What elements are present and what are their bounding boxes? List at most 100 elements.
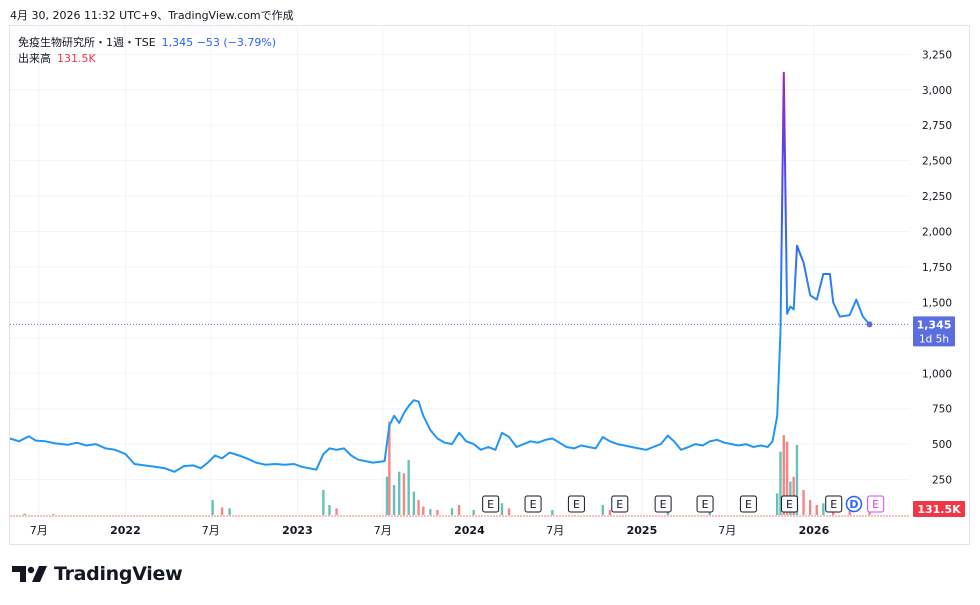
volume-bar [429, 509, 432, 515]
x-tick-label: 7月 [546, 524, 564, 537]
volume-badge-value: 131.5K [917, 503, 961, 516]
volume-bar [385, 476, 389, 515]
x-tick-label: 7月 [374, 524, 392, 537]
last-price-dot [866, 321, 873, 328]
earnings-marker-label: E [702, 498, 709, 511]
earnings-marker [611, 495, 629, 513]
tradingview-logo[interactable]: TradingView [12, 563, 183, 585]
y-tick-label: 2,250 [922, 191, 952, 203]
x-tick-label: 2025 [627, 524, 658, 537]
earnings-marker-label: E [872, 498, 879, 511]
earnings-marker [780, 495, 798, 513]
earnings-marker [825, 495, 843, 513]
earnings-marker-label: E [745, 498, 752, 511]
x-tick-label: 7月 [718, 524, 736, 537]
chart-timestamp: 4月 30, 2026 11:32 UTC+9、TradingView.comで… [10, 9, 294, 22]
earnings-marker-label: E [830, 498, 837, 511]
y-tick-label: 2,500 [922, 156, 952, 168]
volume-bar [407, 460, 410, 515]
y-tick-label: 3,250 [922, 49, 952, 61]
volume-bar [608, 510, 612, 515]
tradingview-logo-icon [12, 566, 47, 582]
volume-bar [782, 435, 785, 515]
tradingview-brand-name: TradingView [54, 563, 183, 585]
volume-bar [417, 500, 420, 515]
volume-bar [457, 505, 461, 515]
earnings-marker [867, 495, 885, 513]
volume-badge [913, 501, 965, 517]
volume-bar [815, 505, 818, 515]
legend-volume-label[interactable]: 出来高 [18, 52, 51, 65]
x-tick-label: 2026 [799, 524, 830, 537]
volume-bar [23, 513, 26, 515]
volume-bar [472, 510, 475, 515]
volume-bar [436, 510, 439, 515]
volume-bar [507, 508, 511, 515]
earnings-marker-label: E [786, 498, 793, 511]
earnings-marker-label: E [573, 498, 580, 511]
volume-bar [601, 505, 605, 515]
earnings-marker [654, 495, 672, 513]
volume-bar [822, 503, 825, 515]
volume-bar [52, 514, 55, 515]
earnings-marker [524, 495, 542, 513]
dividend-marker [845, 495, 863, 513]
volume-bar [211, 500, 214, 515]
y-tick-label: 500 [932, 439, 952, 451]
chart-frame [9, 25, 970, 545]
y-tick-label: 1,500 [922, 297, 952, 309]
y-tick-label: 1,750 [922, 262, 952, 274]
earnings-marker [482, 495, 500, 513]
legend-price-change: 1,345 −53 (−3.79%) [161, 36, 277, 49]
earnings-marker-label: E [487, 498, 494, 511]
y-tick-label: 3,000 [922, 85, 952, 97]
x-tick-label: 2024 [454, 524, 485, 537]
volume-bar [775, 493, 779, 515]
legend-volume-row: 出来高 131.5K [18, 51, 276, 67]
volume-bar [402, 473, 406, 515]
volume-bar [785, 441, 789, 515]
volume-bar [802, 490, 805, 515]
dividend-marker-label: D [849, 498, 858, 511]
price-badge-countdown: 1d 5h [919, 333, 949, 345]
earnings-marker-label: E [616, 498, 623, 511]
volume-bar [392, 485, 396, 515]
volume-bar [398, 471, 401, 515]
volume-bar [412, 491, 416, 515]
earnings-marker [696, 495, 714, 513]
volume-bar [808, 500, 812, 515]
volume-bar [422, 506, 425, 515]
price-badge-value: 1,345 [917, 318, 952, 331]
volume-bar [500, 503, 504, 515]
x-tick-label: 2023 [282, 524, 313, 537]
volume-bar [328, 505, 331, 515]
volume-bar [795, 445, 799, 515]
y-tick-label: 2,750 [922, 120, 952, 132]
earnings-marker-label: E [530, 498, 537, 511]
volume-bar [220, 507, 224, 515]
volume-bar [779, 451, 782, 515]
x-tick-label: 2022 [110, 524, 141, 537]
volume-bar [335, 508, 338, 515]
x-tick-label: 7月 [30, 524, 48, 537]
volume-bar [322, 490, 325, 515]
earnings-marker-label: E [660, 498, 667, 511]
price-line-spike [779, 71, 871, 331]
chart-legend: 免疫生物研究所・1週・TSE 1,345 −53 (−3.79%) 出来高 131.… [18, 35, 276, 67]
y-tick-label: 250 [932, 475, 952, 487]
price-badge [913, 316, 955, 347]
y-tick-label: 1,000 [922, 368, 952, 380]
volume-bar [848, 510, 851, 515]
volume-bar [551, 510, 554, 515]
earnings-marker [739, 495, 757, 513]
x-tick-label: 7月 [202, 524, 220, 537]
price-line [9, 330, 782, 473]
earnings-marker [567, 495, 585, 513]
legend-symbol[interactable]: 免疫生物研究所・1週・TSE [18, 36, 156, 49]
y-tick-label: 2,000 [922, 227, 952, 239]
y-tick-label: 750 [932, 404, 952, 416]
volume-bar [868, 511, 871, 515]
legend-symbol-row: 免疫生物研究所・1週・TSE 1,345 −53 (−3.79%) [18, 35, 276, 51]
volume-bar [228, 508, 231, 515]
